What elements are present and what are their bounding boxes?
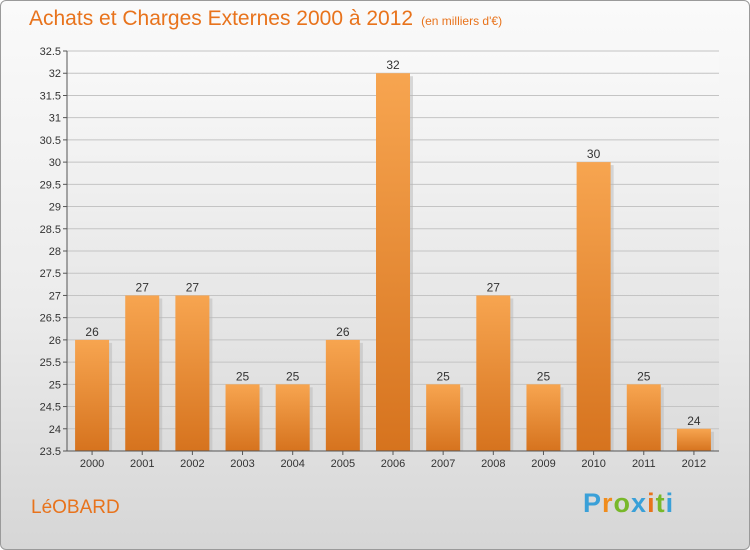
y-tick-label: 32.5 (40, 46, 61, 58)
y-tick-label: 26.5 (40, 313, 61, 325)
x-tick-label: 2007 (431, 458, 455, 470)
bar-value-label: 26 (85, 325, 99, 339)
logo-letter: P (583, 488, 603, 518)
bar (175, 295, 210, 451)
bar-value-label: 27 (487, 280, 501, 294)
logo-letter: i (647, 488, 656, 518)
chart-unit: (en milliers d'€) (421, 14, 503, 28)
x-tick-label: 2006 (381, 458, 405, 470)
bar-value-label: 25 (436, 369, 450, 383)
y-tick-label: 28 (49, 246, 61, 258)
logo-letter: t (655, 488, 666, 518)
y-tick-label: 27 (49, 290, 61, 302)
bar-value-label: 27 (136, 280, 150, 294)
town-name: LéOBARD (31, 497, 120, 518)
bar (576, 162, 611, 451)
y-tick-label: 30.5 (40, 135, 61, 147)
x-tick-label: 2009 (531, 458, 555, 470)
y-tick-label: 32 (49, 68, 61, 80)
y-tick-label: 25 (49, 379, 61, 391)
y-tick-label: 28.5 (40, 224, 61, 236)
y-tick-label: 25.5 (40, 357, 61, 369)
chart-title: Achats et Charges Externes 2000 à 2012 (e… (29, 7, 502, 31)
x-tick-label: 2002 (180, 458, 204, 470)
y-tick-label: 24.5 (40, 402, 61, 414)
bar-value-label: 25 (637, 369, 651, 383)
y-tick-label: 24 (49, 424, 61, 436)
y-tick-label: 30 (49, 157, 61, 169)
proxiti-logo: Proxiti (583, 488, 674, 519)
logo-letter: i (665, 488, 675, 518)
bar (376, 73, 410, 451)
bar (75, 339, 110, 451)
logo-letter: x (631, 488, 648, 518)
chart-title-text: Achats et Charges Externes 2000 à 2012 (29, 7, 414, 30)
bar (676, 428, 711, 451)
y-tick-label: 23.5 (40, 446, 61, 458)
bar (275, 384, 310, 451)
bar (225, 384, 260, 451)
x-tick-label: 2004 (280, 458, 304, 470)
bar-value-label: 25 (537, 369, 551, 383)
x-tick-label: 2008 (481, 458, 505, 470)
y-tick-label: 26 (49, 335, 61, 347)
y-tick-label: 31 (49, 113, 61, 125)
bar-value-label: 24 (687, 414, 701, 428)
x-tick-label: 2003 (230, 458, 254, 470)
bar (526, 384, 561, 451)
x-tick-label: 2012 (682, 458, 706, 470)
bar-value-label: 32 (386, 58, 400, 72)
x-tick-label: 2001 (130, 458, 154, 470)
bar-value-label: 27 (186, 280, 200, 294)
y-tick-label: 29 (49, 202, 61, 214)
y-tick-label: 27.5 (40, 268, 61, 280)
y-tick-label: 31.5 (40, 90, 61, 102)
bar (325, 339, 360, 451)
y-tick-label: 29.5 (40, 179, 61, 191)
x-tick-label: 2000 (80, 458, 104, 470)
x-tick-label: 2011 (632, 458, 656, 470)
logo-letter: r (602, 488, 614, 518)
bar (626, 384, 661, 451)
bar (426, 384, 461, 451)
bar (476, 295, 511, 451)
logo-letter: o (613, 488, 632, 518)
bar-value-label: 26 (336, 325, 350, 339)
bar (125, 295, 160, 451)
bar-value-label: 25 (286, 369, 300, 383)
bar-value-label: 30 (587, 147, 601, 161)
bar-value-label: 25 (236, 369, 250, 383)
x-tick-label: 2005 (331, 458, 355, 470)
x-tick-label: 2010 (581, 458, 605, 470)
